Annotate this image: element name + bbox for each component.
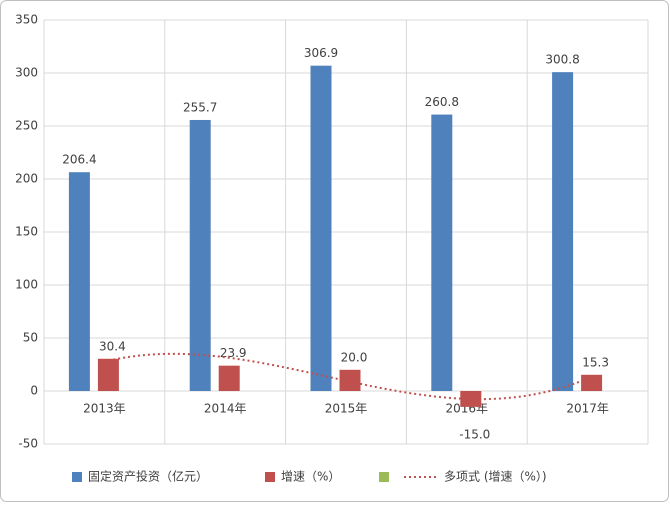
data-label: 206.4 bbox=[62, 153, 96, 167]
data-label: 255.7 bbox=[183, 100, 217, 114]
data-label: 23.9 bbox=[220, 346, 247, 360]
data-label: 30.4 bbox=[99, 339, 126, 353]
legend-swatch bbox=[379, 472, 389, 482]
bar bbox=[68, 172, 90, 391]
legend-swatch bbox=[265, 472, 275, 482]
bar bbox=[339, 369, 361, 391]
bar bbox=[218, 365, 240, 391]
bar bbox=[310, 65, 332, 391]
y-tick-label: 150 bbox=[15, 225, 38, 239]
x-tick-label: 2014年 bbox=[204, 402, 247, 416]
data-label: 306.9 bbox=[304, 46, 338, 60]
trendline bbox=[108, 352, 592, 401]
x-tick-label: 2015年 bbox=[325, 402, 368, 416]
y-tick-label: 100 bbox=[15, 278, 38, 292]
y-tick-label: 300 bbox=[15, 66, 38, 80]
data-label: 15.3 bbox=[582, 355, 609, 369]
bar bbox=[431, 114, 453, 391]
legend-label: 固定资产投资（亿元） bbox=[88, 469, 208, 484]
bar bbox=[189, 119, 211, 391]
legend-label: 多项式 (增速（%）) bbox=[444, 470, 547, 484]
x-tick-label: 2017年 bbox=[566, 402, 609, 416]
legend-swatch bbox=[72, 472, 82, 482]
legend-label: 增速（%） bbox=[281, 470, 340, 484]
y-tick-label: 50 bbox=[23, 331, 38, 345]
data-label: 20.0 bbox=[341, 350, 368, 364]
y-tick-label: 350 bbox=[15, 13, 38, 27]
y-tick-label: -50 bbox=[18, 437, 38, 451]
y-tick-label: 250 bbox=[15, 119, 38, 133]
y-tick-label: 0 bbox=[30, 384, 38, 398]
x-tick-label: 2013年 bbox=[83, 402, 126, 416]
data-label: 260.8 bbox=[425, 95, 459, 109]
data-label: 300.8 bbox=[545, 53, 579, 67]
bar bbox=[552, 72, 574, 391]
data-label: -15.0 bbox=[459, 427, 490, 441]
y-tick-label: 200 bbox=[15, 172, 38, 186]
bar bbox=[97, 358, 119, 391]
